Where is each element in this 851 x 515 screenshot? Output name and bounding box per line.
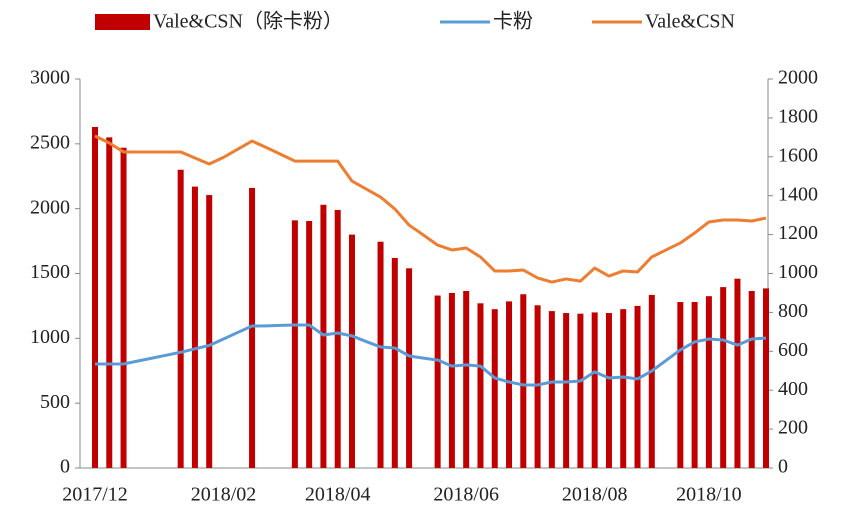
- bar: [605, 313, 612, 468]
- x-tick-label: 2018/08: [562, 484, 628, 506]
- bar: [705, 296, 712, 468]
- bar: [434, 295, 441, 468]
- x-tick-label: 2018/06: [433, 484, 499, 506]
- y2-tick-label: 600: [778, 339, 808, 361]
- x-tick-label: 2018/02: [191, 484, 257, 506]
- bar: [691, 302, 698, 468]
- y-tick-label: 2500: [30, 131, 70, 153]
- x-tick-label: 2018/04: [305, 484, 371, 506]
- bar: [92, 126, 98, 468]
- bar: [577, 313, 584, 468]
- bar: [548, 311, 555, 468]
- bar: [677, 302, 684, 468]
- bar: [477, 303, 484, 468]
- bar: [563, 313, 570, 468]
- x-tick-label: 2018/10: [676, 484, 742, 506]
- bar: [334, 209, 341, 469]
- bar: [391, 257, 398, 468]
- bar: [448, 292, 455, 468]
- bar: [377, 241, 384, 468]
- bar: [206, 195, 213, 468]
- bar: [348, 234, 355, 468]
- bar: [406, 268, 413, 468]
- bar: [291, 220, 298, 468]
- y2-tick-label: 1800: [778, 105, 818, 127]
- bar: [620, 309, 627, 468]
- bar: [177, 169, 184, 468]
- y2-tick-label: 1000: [778, 261, 818, 283]
- y-tick-label: 1000: [30, 326, 70, 348]
- y-tick-label: 0: [60, 456, 70, 478]
- line: [95, 323, 767, 387]
- bar: [534, 305, 541, 468]
- y2-tick-label: 0: [778, 456, 788, 478]
- bar: [720, 287, 727, 468]
- bar: [648, 294, 655, 468]
- y2-tick-label: 2000: [778, 67, 818, 89]
- y-tick-label: 1500: [30, 261, 70, 283]
- y2-tick-label: 1400: [778, 183, 818, 205]
- bar: [463, 291, 470, 468]
- y2-tick-label: 800: [778, 300, 808, 322]
- bar: [306, 220, 313, 468]
- bar: [249, 187, 256, 469]
- y-tick-label: 500: [40, 391, 70, 413]
- bar: [634, 305, 641, 468]
- y2-tick-label: 400: [778, 378, 808, 400]
- bar: [520, 294, 527, 468]
- legend-label: 卡粉: [493, 10, 533, 33]
- bar: [506, 301, 513, 468]
- bar: [763, 288, 769, 468]
- bar: [748, 291, 755, 468]
- bar: [591, 312, 598, 468]
- legend-swatch: [95, 14, 150, 30]
- bar: [120, 147, 127, 468]
- bar: [734, 278, 741, 468]
- y2-tick-label: 200: [778, 417, 808, 439]
- bar: [191, 186, 198, 468]
- y-tick-label: 3000: [30, 67, 70, 89]
- y2-tick-label: 1600: [778, 144, 818, 166]
- y-tick-label: 2000: [30, 196, 70, 218]
- legend-label: Vale&CSN（除卡粉）: [153, 10, 343, 33]
- legend-label: Vale&CSN: [645, 11, 735, 33]
- x-tick-label: 2017/12: [62, 484, 128, 506]
- y2-tick-label: 1200: [778, 222, 818, 244]
- line: [94, 134, 767, 284]
- bar: [491, 309, 498, 468]
- bar: [106, 137, 113, 468]
